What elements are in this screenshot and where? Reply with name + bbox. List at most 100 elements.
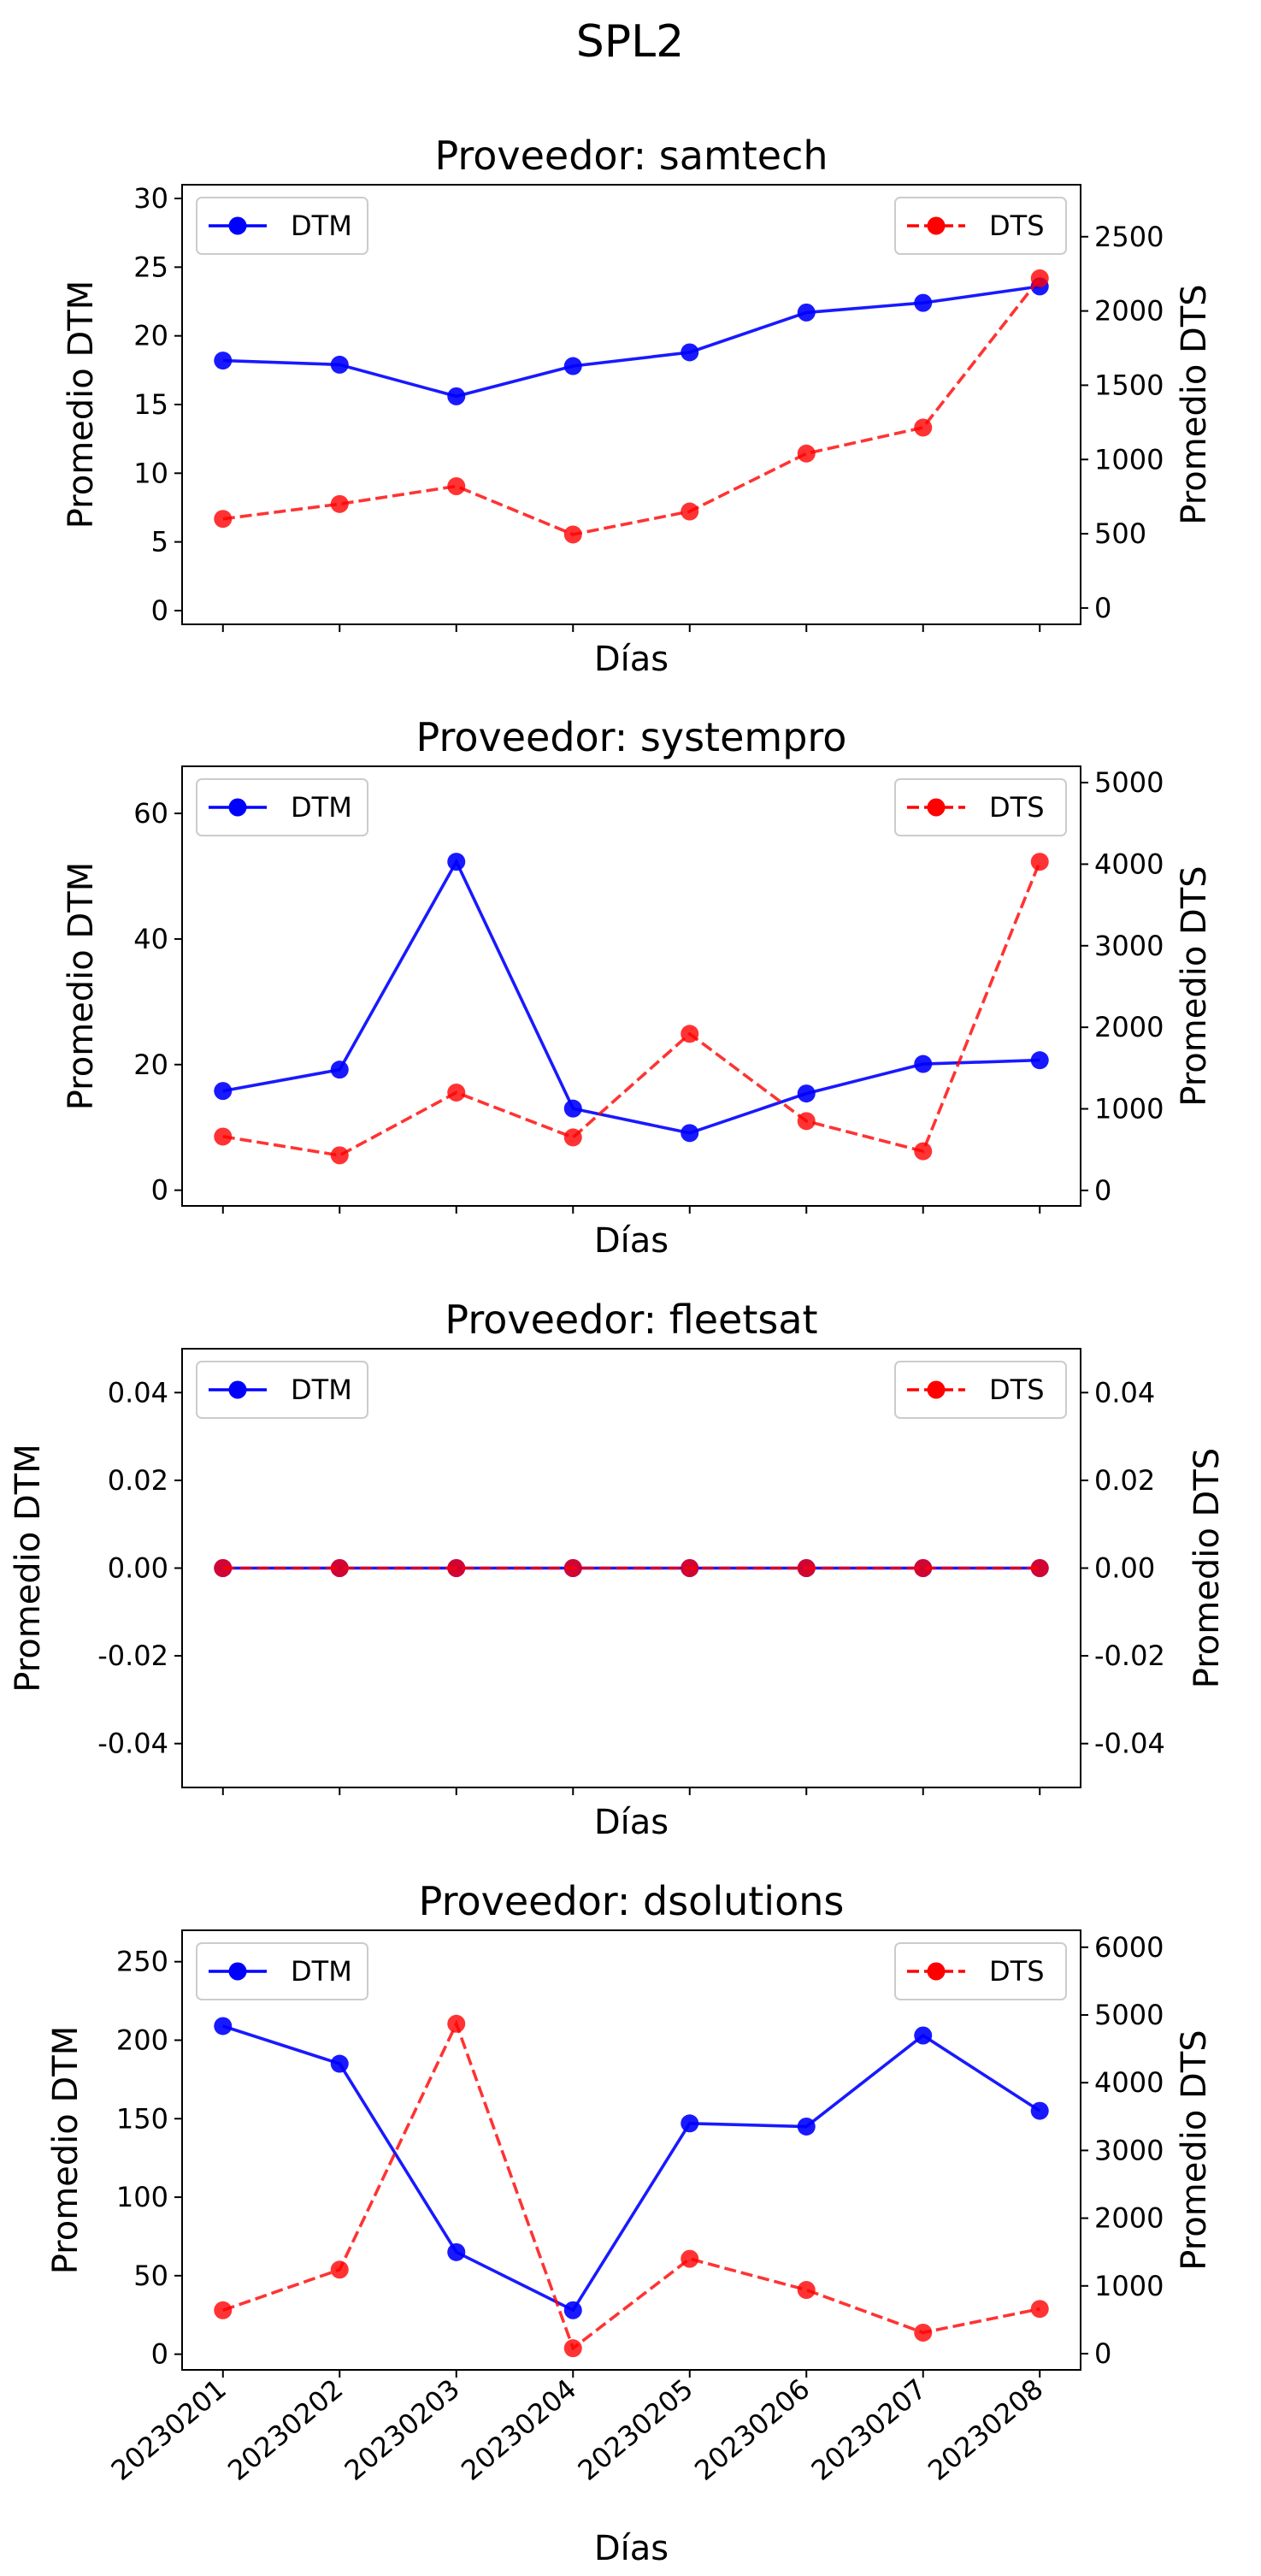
y-left-tick-label: 10 — [133, 457, 168, 489]
data-point-dts — [214, 2301, 233, 2319]
data-point-dts — [447, 1083, 466, 1102]
data-point-dtm — [563, 1099, 582, 1118]
data-point-dts — [681, 1025, 699, 1043]
y-left-tick-label: 30 — [133, 182, 168, 215]
data-point-dtm — [914, 293, 933, 312]
data-point-dts — [447, 477, 466, 496]
data-point-dts — [681, 2249, 699, 2268]
legend-box — [196, 778, 368, 836]
subplot-1: Proveedor: samtech Días 0 5 10 15 20 25 30 0 500 10… — [62, 133, 1214, 679]
data-point-dts — [1030, 2300, 1049, 2319]
figure-title: SPL2 — [576, 16, 684, 68]
data-point-dtm — [681, 2114, 699, 2133]
x-axis-label: Días — [594, 1803, 669, 1842]
y-right-tick-label: 2000 — [1094, 1011, 1164, 1043]
y-left-tick-label: 40 — [133, 923, 168, 955]
legend-dts: DTS — [894, 1942, 1067, 2000]
data-point-dts — [797, 444, 816, 463]
legend-dtm: DTM — [196, 1942, 368, 2000]
subplot-3: Proveedor: fleetsat Días 0.04 0.02 0.00 -0.02… — [9, 1297, 1227, 1842]
data-point-dts — [797, 2281, 816, 2300]
series-line-dtm — [222, 2024, 1041, 2313]
y-left-tick-label: 200 — [116, 2024, 168, 2057]
y-right-tick-label: -0.04 — [1094, 1728, 1165, 1760]
data-point-dts — [797, 1559, 816, 1577]
y-left-tick-label: 0 — [151, 594, 168, 627]
legend-box — [894, 1361, 1067, 1419]
y-right-tick-label: 4000 — [1094, 848, 1164, 880]
data-point-dtm — [214, 2017, 233, 2035]
legend-label: DTS — [989, 1374, 1045, 1406]
legend-dtm: DTM — [196, 778, 368, 836]
legend-box — [196, 197, 368, 255]
legend-dts: DTS — [894, 778, 1067, 836]
y-right-tick-label: 2000 — [1094, 2202, 1164, 2235]
y-right-tick-label: 1000 — [1094, 2270, 1164, 2302]
data-point-dtm — [214, 1082, 233, 1101]
series-line-dtm — [222, 858, 1040, 1135]
legend-marker — [927, 798, 946, 817]
legend-dts: DTS — [894, 1361, 1067, 1419]
y-left-tick-label: -0.02 — [97, 1640, 168, 1672]
y-left-tick-label: 150 — [116, 2102, 168, 2135]
y-left-tick-label: -0.04 — [97, 1728, 168, 1760]
legend-marker — [228, 1962, 247, 1981]
y-left-tick-label: 100 — [116, 2181, 168, 2213]
y-right-tick-label: 0 — [1094, 1174, 1111, 1207]
y-left-tick-label: 60 — [133, 797, 168, 830]
y-right-tick-label: 6000 — [1094, 1931, 1164, 1964]
y-right-tick-label: 1000 — [1094, 1093, 1164, 1126]
data-point-dts — [563, 525, 582, 544]
series-line-dts — [222, 860, 1041, 1157]
data-point-dtm — [797, 2117, 816, 2136]
data-point-dts — [563, 1128, 582, 1147]
data-point-dts — [214, 510, 233, 529]
legend-box — [894, 778, 1067, 836]
series-line-dtm — [222, 285, 1040, 399]
y-right-tick-label: 2500 — [1094, 221, 1164, 253]
legend-marker — [927, 1380, 946, 1399]
x-tick-label: 20230202 — [221, 2372, 349, 2487]
x-tick-label: 20230207 — [805, 2372, 933, 2487]
x-axis-label: Días — [594, 2529, 669, 2568]
legend-box — [894, 197, 1067, 255]
y-right-tick-label: -0.02 — [1094, 1640, 1165, 1672]
y-left-tick-label: 0 — [151, 2338, 168, 2371]
legend-box — [196, 1361, 368, 1419]
axes-frame — [181, 765, 1081, 1207]
legend-label: DTS — [989, 1955, 1045, 1988]
y-left-tick-label: 0.00 — [108, 1552, 168, 1585]
data-point-dtm — [1030, 1051, 1049, 1070]
data-point-dts — [447, 1559, 466, 1577]
y-right-tick-label: 3000 — [1094, 2134, 1164, 2166]
legend-marker — [228, 1380, 247, 1399]
x-tick-label: 20230205 — [572, 2372, 699, 2487]
legend-marker — [228, 798, 247, 817]
data-point-dtm — [330, 2054, 349, 2073]
data-point-dts — [681, 1559, 699, 1577]
legend-label: DTM — [291, 1374, 352, 1406]
subplot-title: Proveedor: dsolutions — [419, 1878, 845, 1924]
legend-label: DTM — [291, 1955, 352, 1988]
y-left-tick-label: 50 — [133, 2260, 168, 2292]
data-point-dts — [681, 502, 699, 521]
data-point-dtm — [914, 2026, 933, 2045]
data-point-dts — [1030, 853, 1049, 871]
y-left-tick-label: 250 — [116, 1946, 168, 1978]
legend-label: DTM — [291, 791, 352, 824]
legend-label: DTS — [989, 210, 1045, 242]
series-line-dts — [222, 2019, 1040, 2351]
y-left-axis-label: Promedio DTM — [9, 1444, 48, 1692]
data-point-dts — [330, 2260, 349, 2279]
data-point-dts — [797, 1112, 816, 1131]
y-left-tick-label: 0.04 — [108, 1376, 168, 1409]
y-left-axis-label: Promedio DTM — [46, 2026, 85, 2274]
legend-box — [196, 1942, 368, 2000]
y-left-tick-label: 0 — [151, 1174, 168, 1207]
data-point-dtm — [214, 352, 233, 370]
x-tick-label: 20230206 — [688, 2372, 816, 2487]
data-point-dtm — [681, 343, 699, 362]
data-point-dtm — [330, 1061, 349, 1079]
y-right-tick-label: 0.00 — [1094, 1552, 1155, 1585]
